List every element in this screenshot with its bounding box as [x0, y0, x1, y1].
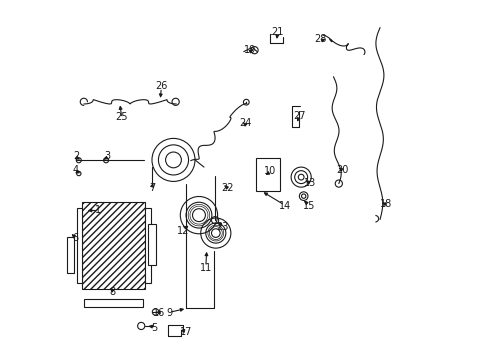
- Text: 8: 8: [109, 287, 115, 297]
- Text: 22: 22: [221, 183, 233, 193]
- Text: 17: 17: [180, 327, 192, 337]
- Bar: [67, 237, 74, 273]
- Text: 13: 13: [303, 178, 315, 188]
- Text: 4: 4: [73, 165, 79, 175]
- Text: 25: 25: [115, 112, 128, 122]
- Text: 7: 7: [148, 183, 155, 193]
- Text: 2: 2: [73, 151, 79, 161]
- Text: 9: 9: [166, 309, 172, 318]
- Text: 26: 26: [155, 81, 167, 91]
- Text: 16: 16: [153, 309, 165, 318]
- Text: 20: 20: [335, 165, 347, 175]
- Text: 1: 1: [95, 206, 101, 216]
- Text: 21: 21: [271, 27, 283, 37]
- Bar: [84, 299, 143, 307]
- Text: 5: 5: [151, 323, 157, 333]
- Bar: [82, 202, 145, 289]
- Text: 6: 6: [72, 233, 78, 243]
- Text: 11: 11: [199, 263, 211, 273]
- Bar: [77, 208, 82, 283]
- Text: 27: 27: [292, 111, 305, 121]
- Text: 3: 3: [104, 151, 110, 161]
- Bar: [255, 158, 280, 192]
- Text: 18: 18: [379, 199, 391, 210]
- Text: 19: 19: [243, 45, 256, 55]
- Text: 15: 15: [302, 201, 315, 211]
- Bar: [148, 224, 155, 265]
- Text: 14: 14: [278, 201, 290, 211]
- Text: 12: 12: [176, 226, 189, 236]
- Text: 10: 10: [264, 166, 276, 176]
- Text: 28: 28: [314, 35, 326, 44]
- Text: 23: 23: [216, 222, 228, 232]
- Text: 24: 24: [239, 118, 251, 128]
- Bar: [145, 208, 151, 283]
